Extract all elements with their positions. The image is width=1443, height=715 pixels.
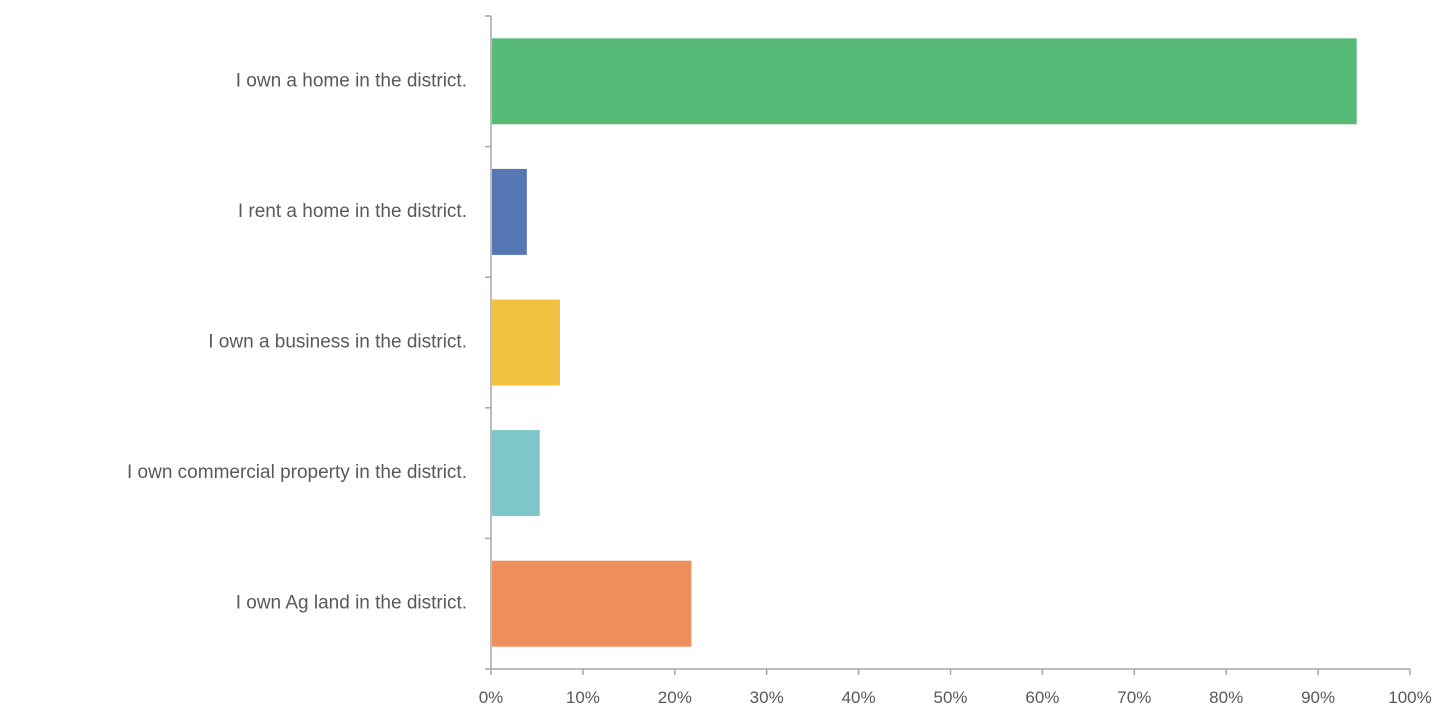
category-label: I rent a home in the district. [238,201,467,222]
bars-layer [492,38,1357,647]
x-tick-label: 70% [1117,688,1151,707]
x-tick-label: 50% [933,688,967,707]
axes-layer [485,15,1411,675]
x-tick-label: 60% [1025,688,1059,707]
x-tick-label: 80% [1209,688,1243,707]
x-tick-label: 0% [479,688,504,707]
x-tick-label: 30% [750,688,784,707]
category-label: I own Ag land in the district. [236,593,467,614]
x-tick-label: 40% [842,688,876,707]
x-tick-label: 20% [658,688,692,707]
bar-1 [492,38,1357,125]
x-tick-label: 100% [1388,688,1431,707]
bar-3 [492,299,560,386]
bar-2 [492,168,527,255]
bar-4 [492,430,540,517]
x-tick-label: 10% [566,688,600,707]
category-label: I own commercial property in the distric… [127,462,467,483]
labels-layer: I own a home in the district. I rent a ho… [127,70,1432,707]
category-label: I own a business in the district. [208,332,467,353]
category-label: I own a home in the district. [236,70,467,91]
x-tick-label: 90% [1301,688,1335,707]
bar-5 [492,560,692,647]
